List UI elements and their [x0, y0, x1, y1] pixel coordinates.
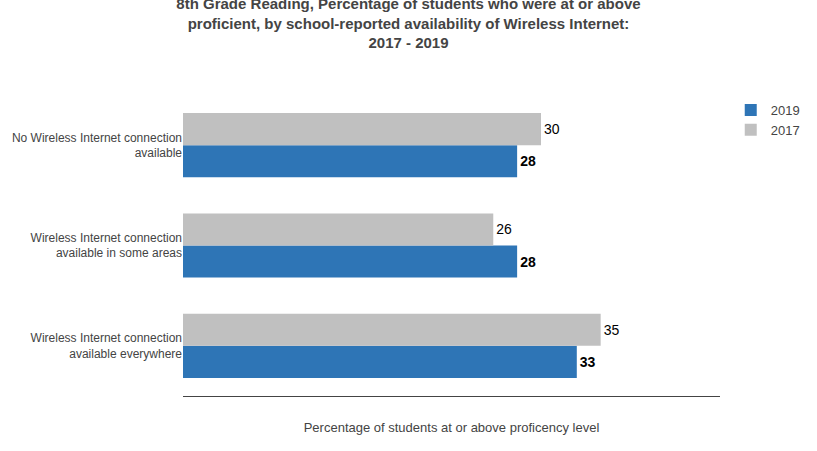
svg-text:26: 26 [496, 221, 512, 237]
svg-text:Wireless Internet connectionav: Wireless Internet connectionavailable ev… [31, 331, 183, 361]
svg-text:2019: 2019 [771, 103, 800, 118]
svg-text:Percentage of students at or a: Percentage of students at or above profi… [304, 420, 600, 435]
svg-text:Wireless Internet connectionav: Wireless Internet connectionavailable in… [31, 231, 182, 261]
svg-text:35: 35 [604, 322, 620, 338]
svg-text:28: 28 [520, 254, 536, 270]
svg-text:28: 28 [520, 153, 536, 169]
svg-text:30: 30 [544, 121, 560, 137]
svg-text:33: 33 [580, 354, 596, 370]
svg-text:8th Grade Reading, Percentage: 8th Grade Reading, Percentage of student… [176, 0, 640, 51]
svg-text:2017: 2017 [771, 123, 800, 138]
svg-text:No Wireless Internet connectio: No Wireless Internet connectionavailable [12, 131, 182, 161]
